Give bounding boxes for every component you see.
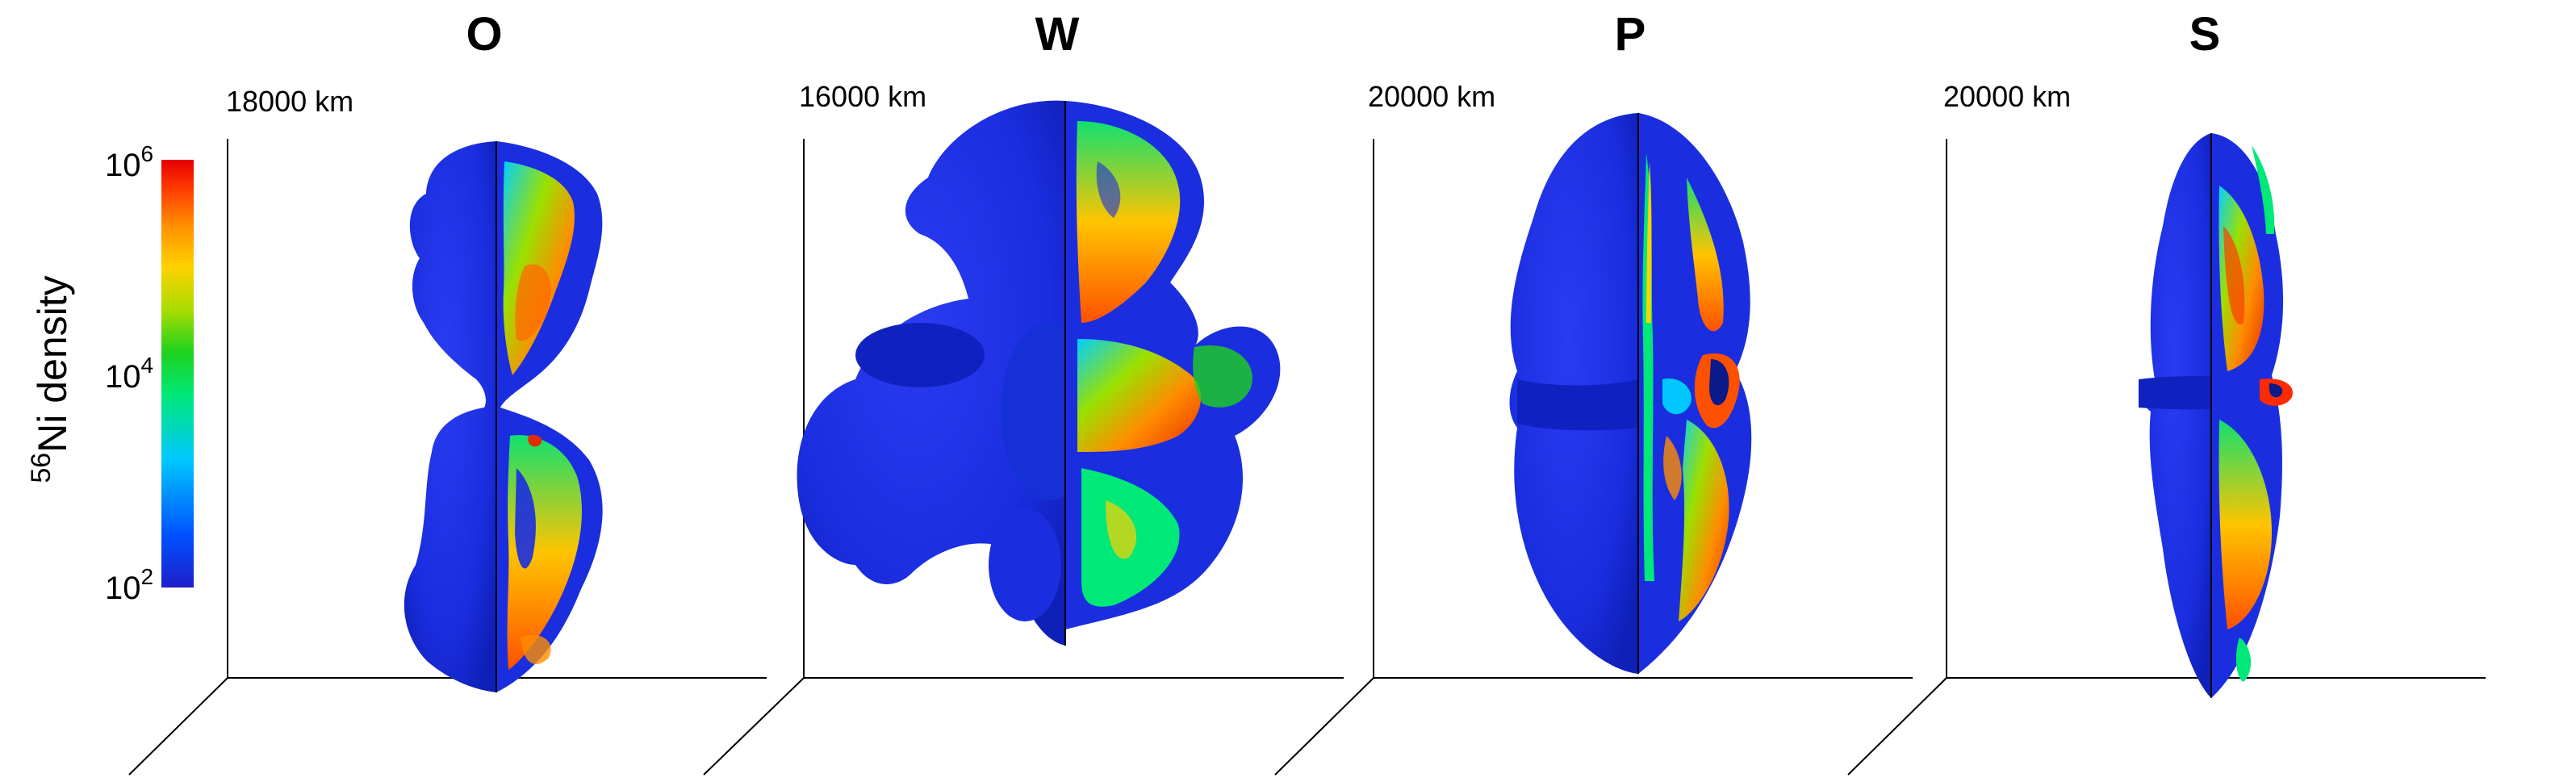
colorbar: 106 104 102 56Ni density xyxy=(26,141,194,606)
ni-density-surface xyxy=(2139,133,2293,698)
colorbar-tick-bottom: 102 xyxy=(105,564,153,606)
scale-label: 18000 km xyxy=(226,85,353,118)
panel-title: W xyxy=(1035,8,1080,61)
scale-label: 20000 km xyxy=(1943,80,2071,113)
scale-label: 20000 km xyxy=(1368,80,1495,113)
ni-density-surface xyxy=(797,100,1281,646)
ni-density-surface xyxy=(404,141,603,692)
ni-density-surface xyxy=(1509,113,1752,674)
panel-p: P 20000 km xyxy=(1274,8,1913,776)
colorbar-tick-top: 106 xyxy=(105,141,153,183)
axes xyxy=(703,139,1344,776)
scale-label: 16000 km xyxy=(799,80,926,113)
panel-o: O 18000 km xyxy=(128,8,767,776)
axes xyxy=(1274,139,1913,776)
panel-title: O xyxy=(466,8,502,61)
panel-title: S xyxy=(2189,8,2221,61)
panel-w: W 16000 km xyxy=(703,8,1344,776)
colorbar-gradient xyxy=(161,160,194,588)
panel-title: P xyxy=(1615,8,1646,61)
panel-s: S 20000 km xyxy=(1847,8,2486,776)
colorbar-tick-mid: 104 xyxy=(105,353,153,395)
colorbar-label: 56Ni density xyxy=(26,275,75,483)
